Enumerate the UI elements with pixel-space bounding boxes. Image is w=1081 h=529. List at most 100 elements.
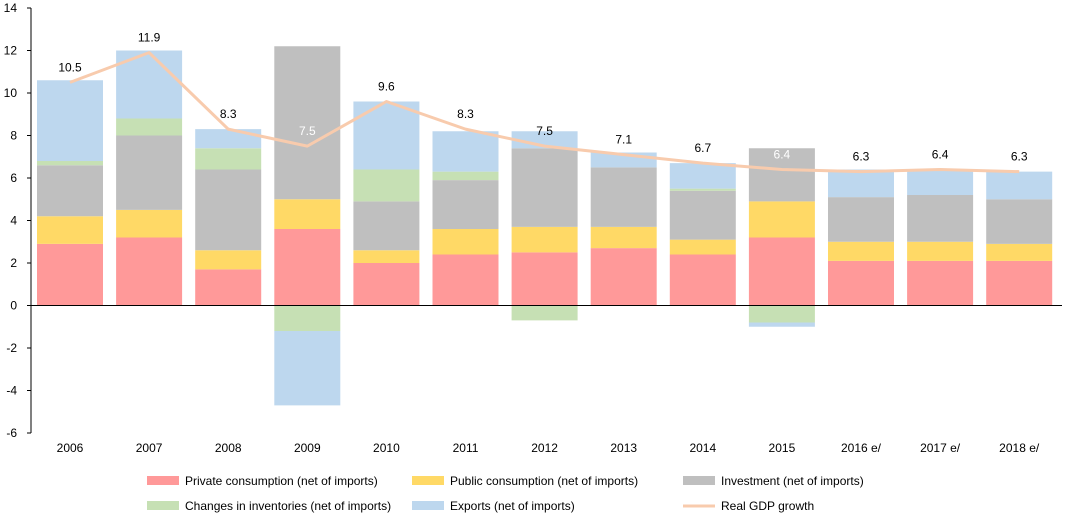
gdp-data-label: 7.5 — [299, 124, 316, 138]
bar-segment-1 — [353, 263, 420, 306]
bar-segment-2 — [748, 201, 815, 238]
bar-segment-1 — [907, 260, 974, 306]
bar-segment-4 — [353, 169, 420, 202]
bar-segment-3 — [748, 148, 815, 202]
bar-segment-5 — [986, 171, 1053, 200]
x-tick-label: 2016 e/ — [841, 441, 882, 455]
y-tick-label: 2 — [10, 256, 17, 270]
x-axis: 2006 2007 2008 2009 2010 2011 2012 2013 2014 2015… — [31, 305, 1062, 455]
x-tick-label: 2013 — [610, 441, 637, 455]
x-tick-label: 2017 e/ — [920, 441, 961, 455]
y-tick-label: 6 — [10, 171, 17, 185]
bar-segment-5 — [669, 163, 736, 189]
gdp-data-label: 11.9 — [138, 31, 161, 45]
bar-segment-2 — [986, 243, 1053, 261]
x-tick-label: 2012 — [531, 441, 558, 455]
x-tick-label: 2015 — [769, 441, 796, 455]
legend-swatch — [147, 501, 179, 510]
legend-label: Changes in inventories (net of imports) — [185, 499, 391, 513]
bar-segment-3 — [37, 165, 103, 217]
y-tick-label: 14 — [4, 1, 18, 15]
bar-segment-1 — [748, 237, 815, 306]
bar-segment-4 — [432, 171, 499, 181]
y-axis: -6 -4 -2 0 2 4 6 8 10 12 14 — [4, 1, 32, 440]
bar-segment-2 — [195, 250, 262, 270]
y-tick-label: 10 — [4, 86, 18, 100]
bar-segment-5 — [748, 322, 815, 327]
legend-label: Private consumption (net of imports) — [185, 474, 378, 488]
legend-swatch — [412, 501, 444, 510]
gdp-data-labels: 10.5 11.9 8.3 7.5 9.6 8.3 7.5 7.1 6.7 6.4 6.3 6.4 6.… — [58, 31, 1028, 164]
bar-segment-3 — [432, 180, 499, 229]
bar-segment-4 — [37, 161, 103, 166]
y-tick-label: -4 — [6, 384, 17, 398]
x-tick-label: 2018 e/ — [999, 441, 1040, 455]
gdp-data-label: 6.7 — [694, 141, 711, 155]
bar-segment-3 — [195, 169, 262, 251]
gdp-data-label: 8.3 — [457, 107, 474, 121]
bar-segment-3 — [353, 201, 420, 251]
legend-label: Exports (net of imports) — [450, 499, 575, 513]
x-tick-label: 2006 — [57, 441, 84, 455]
gdp-data-label: 6.3 — [1011, 150, 1028, 164]
bar-segment-2 — [511, 226, 578, 253]
y-tick-label: 12 — [4, 44, 18, 58]
bar-segment-3 — [669, 190, 736, 240]
legend-label: Investment (net of imports) — [721, 474, 864, 488]
bar-segment-3 — [511, 148, 578, 227]
bar-segment-4 — [195, 148, 262, 170]
bar-segment-3 — [907, 195, 974, 242]
legend-label: Public consumption (net of imports) — [450, 474, 638, 488]
bar-segment-4 — [116, 118, 183, 136]
bar-segment-5 — [274, 331, 341, 406]
bars — [37, 46, 1053, 406]
bar-segment-5 — [828, 169, 894, 198]
bar-segment-3 — [986, 199, 1053, 244]
legend-swatch — [412, 476, 444, 485]
bar-segment-1 — [274, 229, 341, 306]
y-tick-label: -2 — [6, 341, 17, 355]
gdp-data-label: 10.5 — [58, 60, 82, 74]
bar-segment-1 — [511, 252, 578, 306]
x-tick-label: 2008 — [215, 441, 242, 455]
gdp-data-label: 6.4 — [932, 148, 949, 162]
bar-segment-2 — [669, 239, 736, 255]
bar-segment-3 — [116, 135, 183, 210]
x-tick-label: 2010 — [373, 441, 400, 455]
bar-segment-5 — [195, 129, 262, 149]
bar-segment-2 — [828, 241, 894, 261]
bar-segment-1 — [986, 260, 1053, 306]
y-tick-label: 0 — [10, 299, 17, 313]
legend-swatch — [683, 476, 715, 485]
bar-segment-1 — [828, 260, 894, 306]
x-tick-label: 2007 — [136, 441, 163, 455]
bar-segment-2 — [274, 199, 341, 229]
gdp-data-label: 6.4 — [774, 148, 791, 162]
bar-segment-5 — [353, 101, 420, 170]
bar-segment-1 — [432, 254, 499, 306]
bar-segment-2 — [907, 241, 974, 261]
gdp-data-label: 9.6 — [378, 80, 395, 94]
x-tick-label: 2011 — [453, 441, 479, 455]
bar-segment-4 — [274, 305, 341, 331]
legend: Private consumption (net of imports) Publ… — [147, 474, 864, 513]
bar-segment-1 — [195, 269, 262, 306]
legend-swatch — [147, 476, 179, 485]
bar-segment-2 — [432, 229, 499, 255]
bar-segment-4 — [748, 305, 815, 323]
bar-segment-4 — [669, 188, 736, 191]
gdp-growth-line — [69, 51, 1020, 174]
y-tick-label: -6 — [6, 426, 17, 440]
bar-segment-3 — [274, 46, 341, 200]
bar-segment-2 — [37, 216, 103, 244]
y-tick-label: 4 — [10, 214, 17, 228]
bar-segment-1 — [669, 254, 736, 306]
x-tick-label: 2014 — [689, 441, 716, 455]
bar-segment-5 — [432, 131, 499, 172]
x-tick-label: 2009 — [294, 441, 321, 455]
bar-segment-1 — [116, 237, 183, 306]
bar-segment-2 — [353, 250, 420, 263]
gdp-data-label: 6.3 — [853, 150, 870, 164]
bar-segment-2 — [116, 209, 183, 238]
